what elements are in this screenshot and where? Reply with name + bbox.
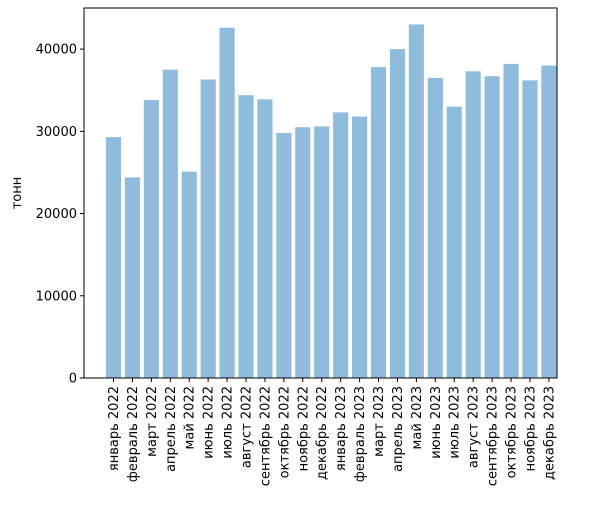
bars-group bbox=[105, 24, 557, 379]
x-tick-label: июнь 2022 bbox=[202, 386, 217, 459]
bar bbox=[446, 106, 462, 379]
x-tick-label: май 2023 bbox=[410, 386, 425, 449]
bar bbox=[352, 116, 368, 378]
bar bbox=[105, 137, 122, 378]
bar bbox=[427, 77, 443, 378]
x-tick-label: январь 2023 bbox=[334, 386, 349, 471]
bar bbox=[219, 27, 235, 378]
y-tick-label: 0 bbox=[69, 372, 77, 387]
bar bbox=[522, 80, 538, 379]
bar bbox=[389, 49, 406, 379]
plot-frame bbox=[83, 7, 558, 379]
bar bbox=[333, 112, 349, 379]
y-tick-label: 20000 bbox=[36, 207, 77, 222]
x-tick-label: апрель 2023 bbox=[391, 386, 406, 472]
bar bbox=[143, 100, 159, 378]
x-tick-label: июнь 2023 bbox=[429, 386, 444, 459]
x-tick-label: август 2023 bbox=[467, 386, 482, 468]
x-tick-label: сентябрь 2023 bbox=[486, 386, 501, 486]
bar bbox=[238, 95, 254, 378]
x-tick-label: февраль 2023 bbox=[353, 386, 368, 482]
bar bbox=[124, 177, 140, 378]
bar bbox=[162, 69, 178, 379]
x-tick-label: октябрь 2022 bbox=[277, 386, 292, 478]
y-tick-label: 10000 bbox=[36, 289, 77, 304]
bar bbox=[314, 126, 330, 379]
bar bbox=[295, 127, 311, 378]
x-tick-label: декабрь 2022 bbox=[315, 386, 330, 480]
x-tick-label: март 2023 bbox=[372, 386, 387, 457]
x-tick-label: июль 2023 bbox=[448, 386, 463, 459]
x-tick-label: апрель 2022 bbox=[164, 386, 179, 472]
y-axis-label: тонн bbox=[10, 177, 25, 210]
x-tick-label: декабрь 2023 bbox=[542, 386, 557, 480]
bar bbox=[465, 71, 481, 378]
bar bbox=[257, 99, 273, 379]
y-axis: 0 10000 20000 30000 40000 bbox=[36, 43, 84, 387]
bar bbox=[181, 171, 197, 378]
y-tick-label: 30000 bbox=[36, 125, 77, 140]
y-tick-label: 40000 bbox=[36, 43, 77, 58]
x-tick-label: июль 2022 bbox=[221, 386, 236, 459]
x-tick-label: март 2022 bbox=[145, 386, 160, 457]
bar bbox=[276, 132, 292, 378]
bar bbox=[370, 67, 387, 378]
x-tick-label: февраль 2022 bbox=[126, 386, 141, 482]
x-tick-label: январь 2022 bbox=[107, 386, 122, 471]
x-tick-label: октябрь 2023 bbox=[505, 386, 520, 478]
bar bbox=[200, 79, 216, 378]
bar bbox=[541, 65, 557, 378]
bar bbox=[408, 24, 424, 378]
x-axis: январь 2022 февраль 2022 март 2022 апрель 2… bbox=[107, 378, 557, 486]
x-tick-label: август 2022 bbox=[240, 386, 255, 468]
x-tick-label: май 2022 bbox=[183, 386, 198, 449]
x-tick-label: ноябрь 2022 bbox=[296, 386, 311, 471]
x-tick-label: ноябрь 2023 bbox=[523, 386, 538, 471]
bar bbox=[484, 76, 500, 379]
x-tick-label: сентябрь 2022 bbox=[258, 386, 273, 486]
bar bbox=[503, 63, 519, 378]
